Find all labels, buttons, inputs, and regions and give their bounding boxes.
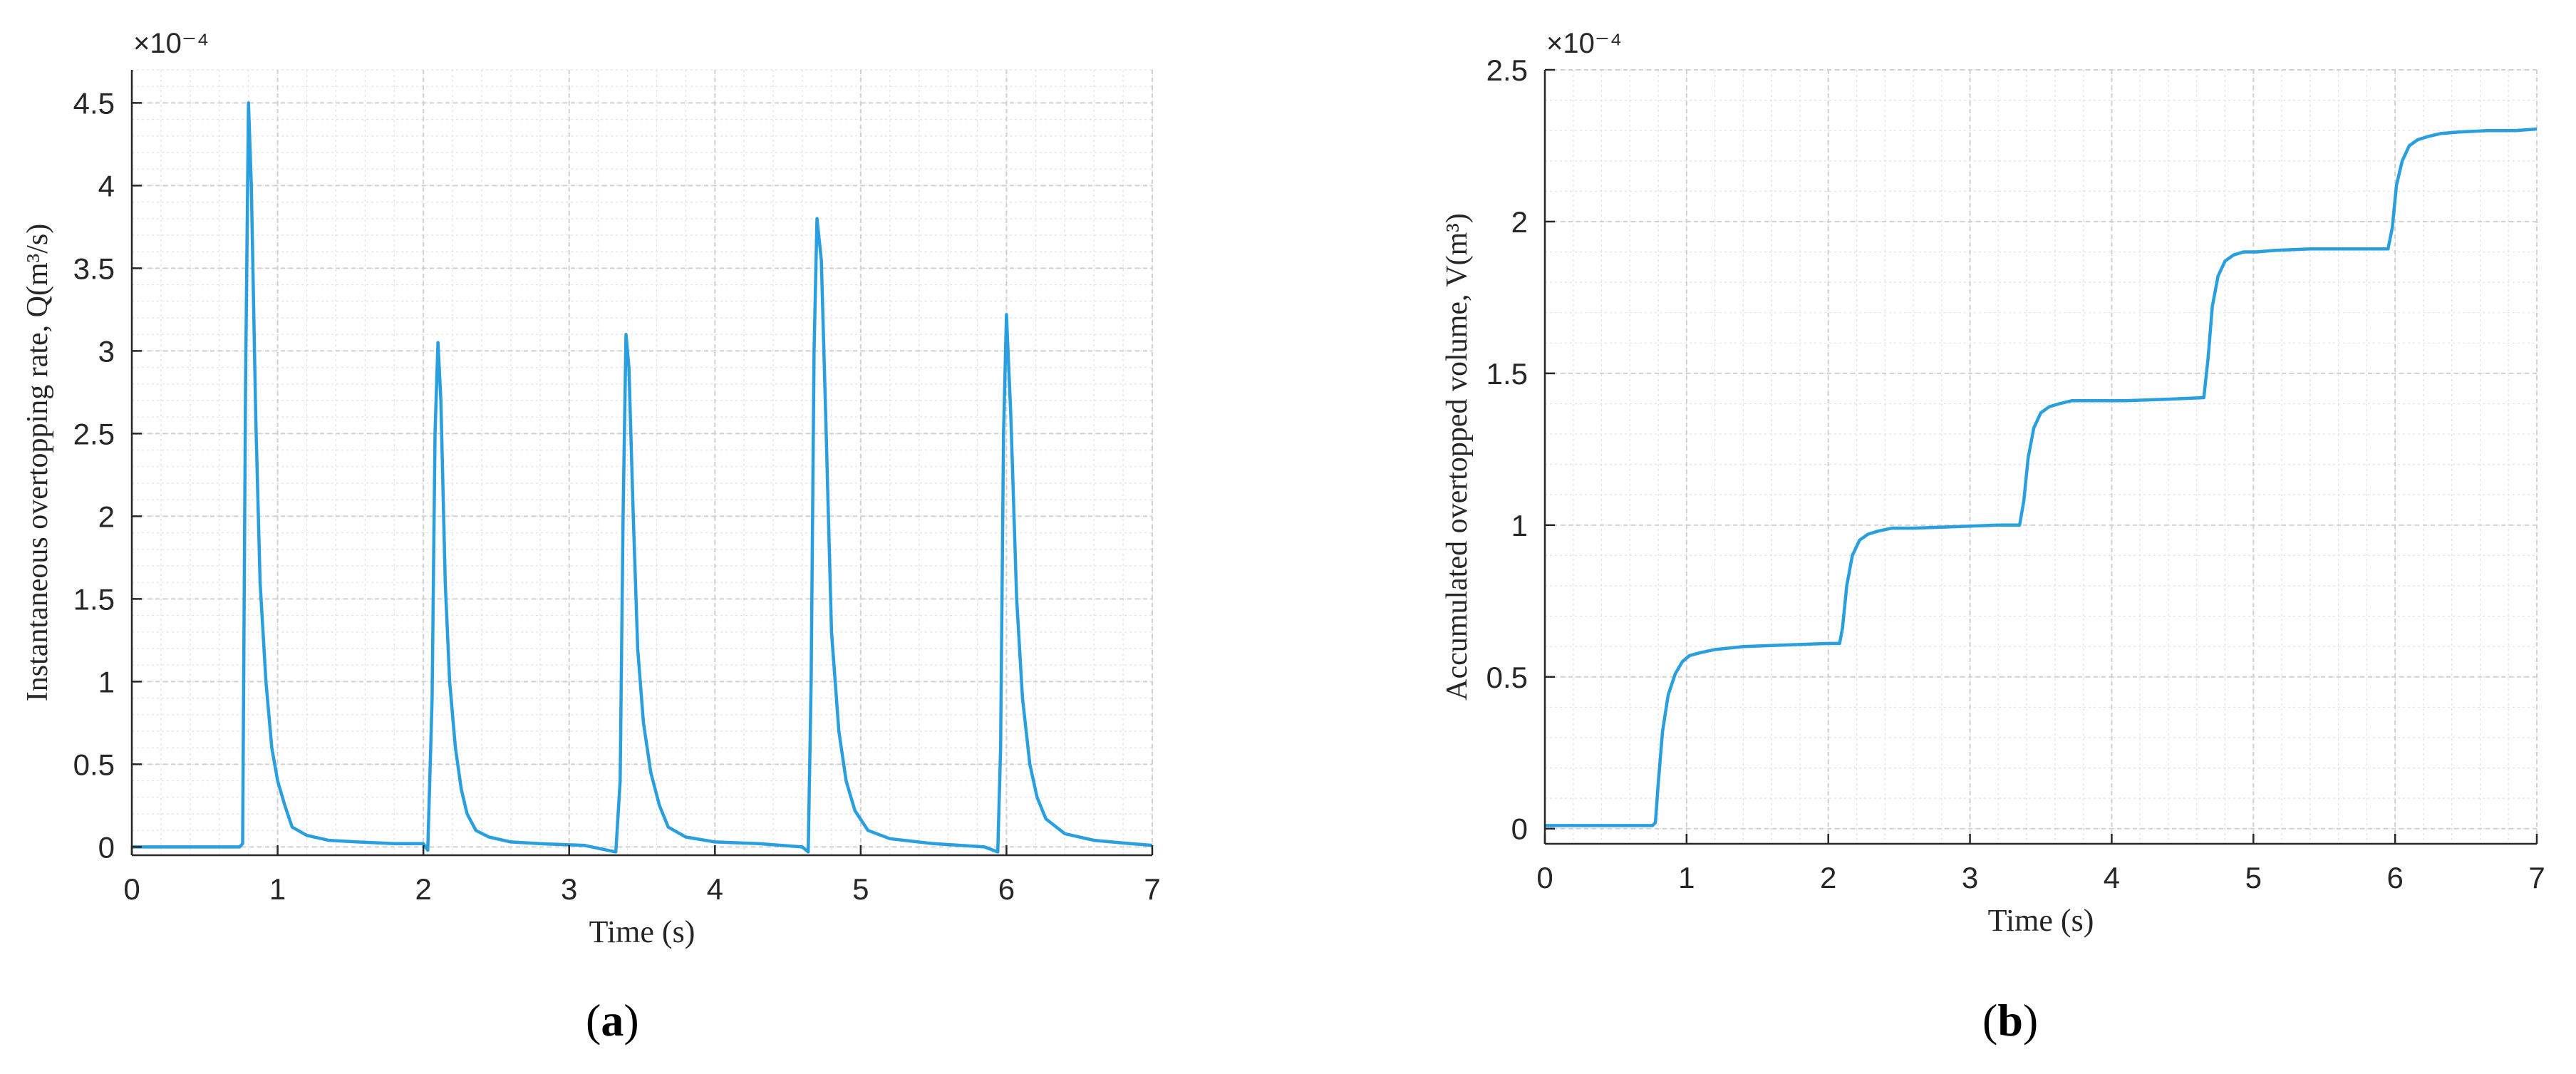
chart-b-y-tick-label: 0.5 (1486, 661, 1528, 694)
chart-b-major-grid (1544, 69, 2538, 844)
chart-a-y-tick-label: 1.5 (73, 582, 115, 616)
chart-a-x-tick-label: 0 (123, 872, 140, 906)
chart-a-x-tick-label: 1 (269, 872, 286, 906)
chart-a-x-tick-label: 4 (707, 872, 723, 906)
chart-a-y-tick-label: 2.5 (73, 417, 115, 450)
chart-a-y-axis-label: Instantaneous overtopping rate, Q(m³/s) (21, 224, 54, 701)
chart-b-x-tick-label: 3 (1962, 861, 1978, 894)
chart-b-y-tick-label: 2 (1511, 205, 1528, 239)
chart-a-x-tick-label: 3 (561, 872, 577, 906)
panel-label-a: (a) (586, 995, 639, 1045)
chart-a-y-tick-label: 4 (98, 169, 115, 202)
chart-b-y-tick-label: 1 (1511, 509, 1528, 542)
chart-b-x-tick-label: 7 (2528, 861, 2545, 894)
chart-a-y-tick-label: 3.5 (73, 252, 115, 285)
chart-a-x-axis-label: Time (s) (589, 914, 695, 949)
chart-a-y-exponent-label: ×10⁻⁴ (133, 28, 209, 59)
chart-b-y-tick-label: 1.5 (1486, 357, 1528, 391)
chart-b-y-axis-label: Accumulated overtopped volume, V(m³) (1441, 213, 1474, 701)
chart-a-y-tick-label: 3 (98, 334, 115, 368)
chart-b-x-tick-label: 5 (2245, 861, 2262, 894)
chart-a-y-tick-label: 1 (98, 665, 115, 698)
chart-a-x-tick-label: 6 (998, 872, 1015, 906)
chart-a-y-tick-label: 2 (98, 500, 115, 533)
chart-b-x-tick-label: 0 (1536, 861, 1553, 894)
chart-a-x-tick-label: 5 (852, 872, 869, 906)
panel-label-b: (b) (1982, 995, 2039, 1045)
chart-b-x-tick-label: 6 (2386, 861, 2403, 894)
chart-a-series-line (132, 101, 1153, 854)
chart-a-y-tick-label: 0 (98, 830, 115, 864)
chart-a-y-tick-label: 4.5 (73, 86, 115, 120)
chart-b-accumulated-volume: 0 1 2 3 4 5 6 7 0 0.5 1 1.5 2 2.5 ×10⁻⁴ Time (s) Accumul… (1441, 28, 2545, 938)
chart-b-x-tick-label: 4 (2104, 861, 2120, 894)
chart-b-y-tick-label: 0 (1511, 812, 1528, 846)
chart-a-x-tick-label: 7 (1144, 872, 1160, 906)
chart-b-x-tick-label: 2 (1820, 861, 1836, 894)
chart-b-x-axis-label: Time (s) (1988, 903, 2094, 938)
chart-b-y-exponent-label: ×10⁻⁴ (1546, 28, 1622, 59)
chart-a-y-tick-label: 0.5 (73, 748, 115, 781)
chart-b-series-line (1545, 127, 2538, 827)
chart-b-y-tick-label: 2.5 (1486, 53, 1528, 87)
chart-b-minor-grid (1544, 69, 2538, 844)
chart-b-x-tick-label: 1 (1678, 861, 1695, 894)
chart-a-x-tick-label: 2 (415, 872, 431, 906)
chart-a-overtopping-rate: 0 1 2 3 4 5 6 7 0 0.5 1 1.5 2 2.5 3 3.5 4 4.5 ×10⁻⁴ Time (s… (21, 28, 1161, 949)
